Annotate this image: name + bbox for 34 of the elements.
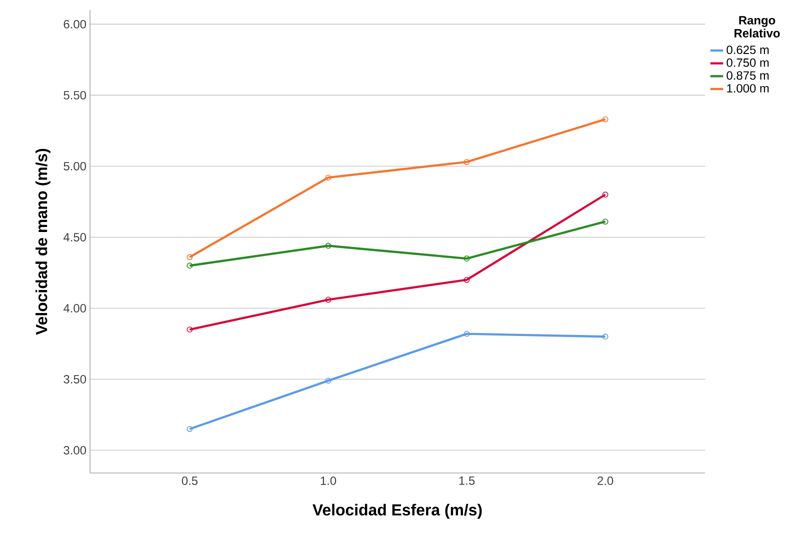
y-tick-label: 5.00 xyxy=(64,162,86,170)
point xyxy=(186,254,193,260)
x-axis-title: Velocidad Esfera (m/s) xyxy=(312,504,482,519)
y-axis-title: Velocidad de mano (m/s) xyxy=(36,148,50,335)
point xyxy=(602,116,608,122)
y-tick-label: 4.50 xyxy=(63,233,86,242)
point xyxy=(602,192,608,198)
point xyxy=(464,256,470,262)
point xyxy=(186,326,193,333)
point xyxy=(186,426,193,432)
point xyxy=(325,242,332,249)
y-tick-label: 6.00 xyxy=(64,20,86,28)
point xyxy=(186,262,193,269)
point xyxy=(325,296,332,303)
point xyxy=(464,158,470,165)
point xyxy=(464,276,470,283)
y-tick-label: 5.50 xyxy=(64,90,86,100)
x-tick-label: 0.5 xyxy=(182,476,198,485)
x-tick-label: 2.0 xyxy=(598,476,614,485)
legend-label: 0.875 m xyxy=(726,71,769,80)
legend-label: 0.750 m xyxy=(726,58,769,67)
legend-label: 1.000 m xyxy=(727,84,769,93)
point xyxy=(325,174,332,181)
point xyxy=(325,378,332,384)
legend-label: 0.625 m xyxy=(726,46,769,54)
point xyxy=(602,334,608,340)
y-tick-label: 3.50 xyxy=(64,375,86,384)
point xyxy=(602,218,608,225)
y-tick-label: 4.00 xyxy=(63,304,86,312)
y-tick-label: 3.00 xyxy=(64,446,86,454)
x-tick-label: 1.0 xyxy=(320,476,336,485)
legend-title: Rango Relativo xyxy=(734,16,780,38)
point xyxy=(464,330,470,337)
x-tick-label: 1.5 xyxy=(459,476,475,485)
